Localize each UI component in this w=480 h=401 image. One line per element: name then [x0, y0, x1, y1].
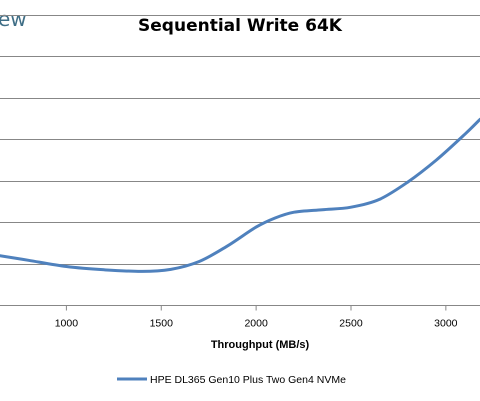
x-tick-label: 2500 — [339, 318, 363, 330]
x-axis-ticks: 1000 1500 2000 2500 3000 — [55, 305, 458, 330]
x-tick-label: 1500 — [150, 318, 174, 330]
chart-title: Sequential Write 64K — [138, 16, 343, 36]
series-layer — [0, 117, 480, 273]
series-line — [0, 117, 480, 273]
watermark-text: ew — [0, 7, 27, 31]
x-tick-label: 1000 — [55, 318, 79, 330]
gridlines — [0, 15, 480, 265]
x-tick-label: 2000 — [244, 318, 268, 330]
legend: HPE DL365 Gen10 Plus Two Gen4 NVMe — [117, 374, 346, 386]
legend-entry-label: HPE DL365 Gen10 Plus Two Gen4 NVMe — [150, 374, 346, 386]
x-tick-label: 3000 — [434, 318, 458, 330]
x-axis-label: Throughput (MB/s) — [211, 339, 310, 351]
